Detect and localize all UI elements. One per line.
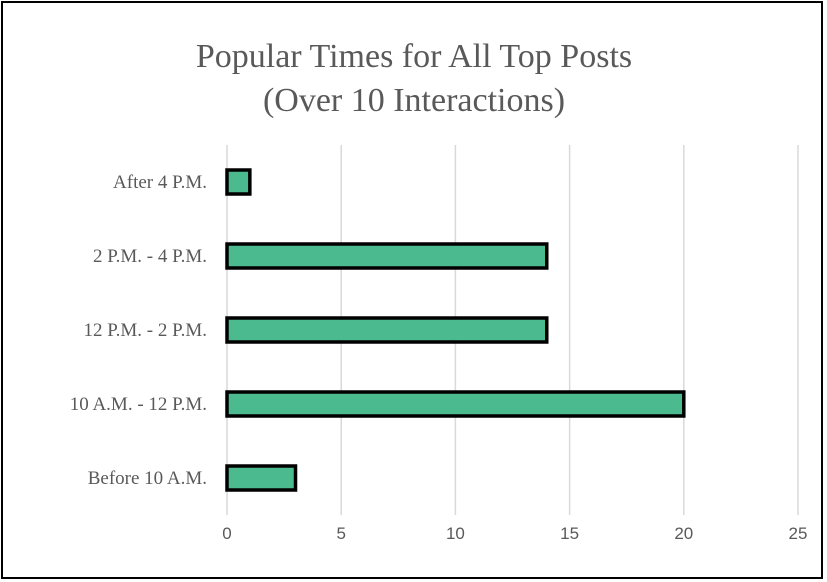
x-axis-tick-labels: 0 5 10 15 20 25 xyxy=(222,524,807,543)
bar-1 xyxy=(225,168,252,196)
category-label-4: 10 A.M. - 12 P.M. xyxy=(70,394,207,415)
chart-title-line-2: (Over 10 Interactions) xyxy=(263,82,565,119)
x-tick-label-20: 20 xyxy=(674,524,693,543)
category-label-1: After 4 P.M. xyxy=(113,172,207,193)
x-tick-label-0: 0 xyxy=(222,524,231,543)
bar-chart: Popular Times for All Top Posts (Over 10… xyxy=(70,38,808,543)
chart-title: Popular Times for All Top Posts (Over 10… xyxy=(196,38,632,119)
x-tick-label-15: 15 xyxy=(560,524,579,543)
category-label-2: 2 P.M. - 4 P.M. xyxy=(93,246,207,267)
category-labels: After 4 P.M. 2 P.M. - 4 P.M. 12 P.M. - 2 P… xyxy=(70,172,207,489)
category-label-5: Before 10 A.M. xyxy=(88,468,207,489)
bars xyxy=(225,168,686,492)
bar-5 xyxy=(225,464,298,492)
bar-3 xyxy=(225,316,549,344)
x-tick-label-10: 10 xyxy=(446,524,465,543)
x-tick-label-5: 5 xyxy=(336,524,345,543)
bar-2 xyxy=(225,242,549,270)
x-tick-label-25: 25 xyxy=(789,524,808,543)
category-label-3: 12 P.M. - 2 P.M. xyxy=(83,320,207,341)
bar-4 xyxy=(225,390,686,418)
chart-title-line-1: Popular Times for All Top Posts xyxy=(196,38,632,75)
